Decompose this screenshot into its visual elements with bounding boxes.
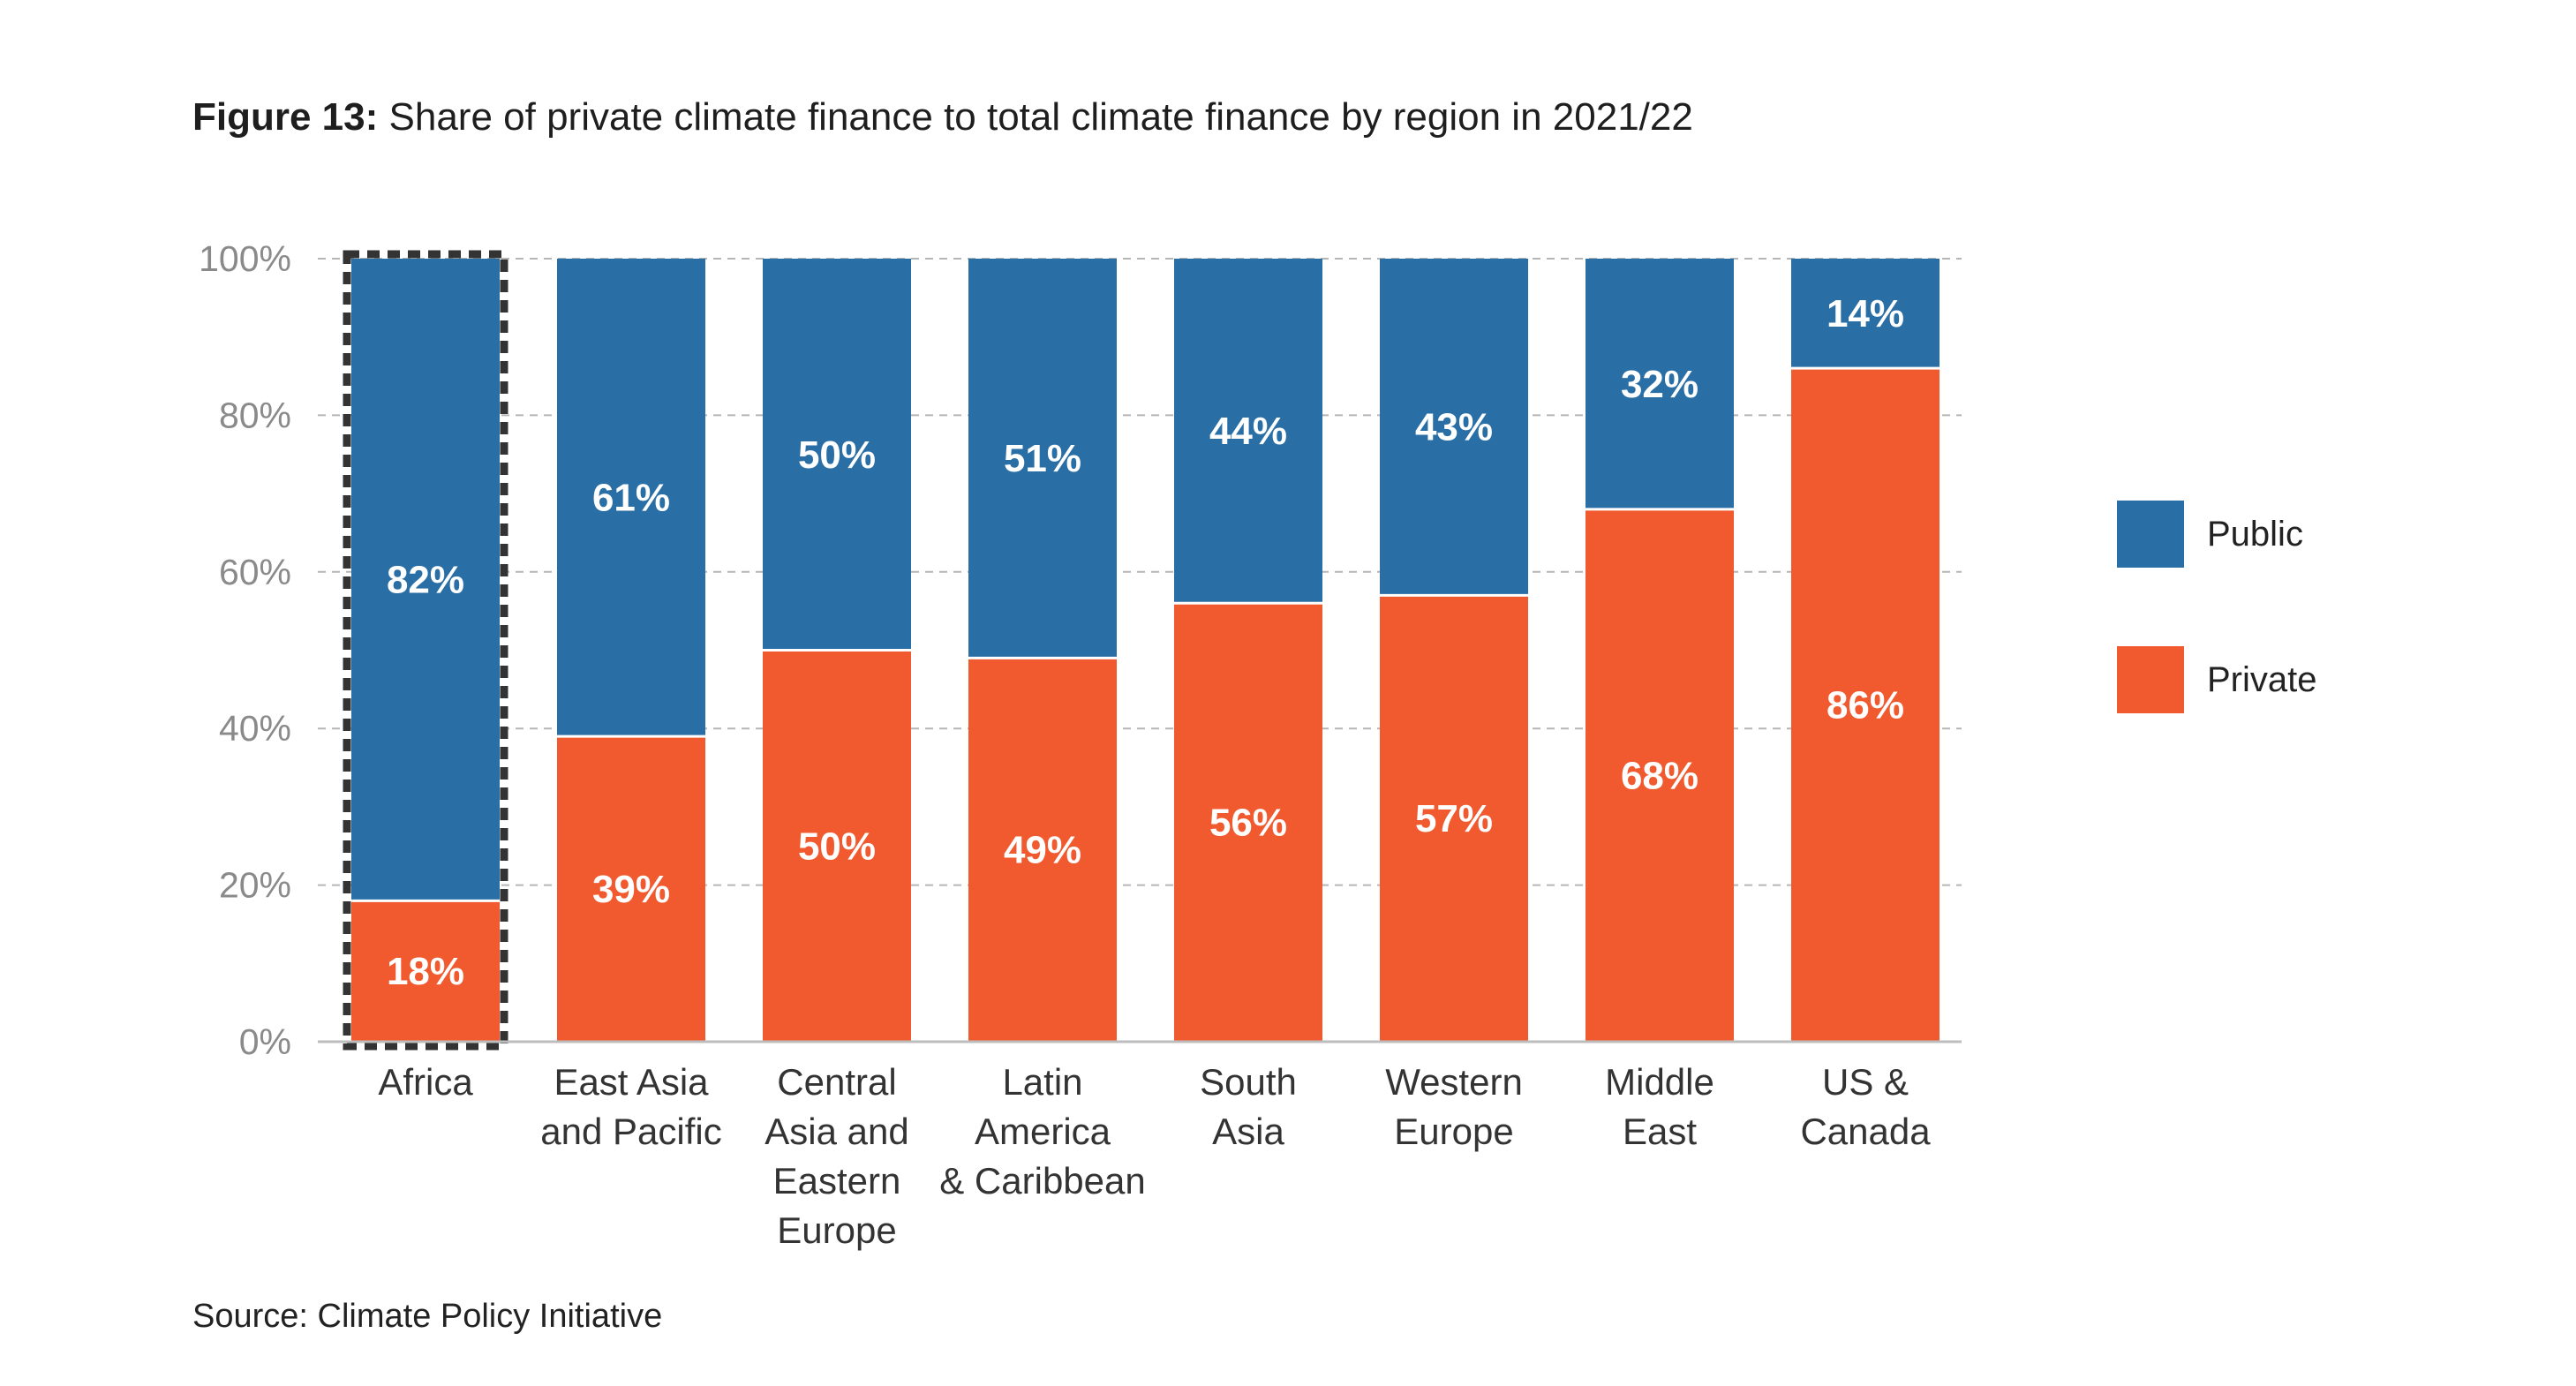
y-tick-label: 60% (219, 552, 291, 592)
category-label: Middle (1605, 1061, 1714, 1103)
category-label: Central (777, 1061, 896, 1103)
bar-public (1380, 259, 1528, 596)
y-tick-label: 0% (239, 1021, 291, 1062)
data-label-public: 44% (1209, 410, 1287, 453)
category-label: Asia and (765, 1111, 908, 1152)
category-label: Latin (1002, 1061, 1082, 1103)
figure-number: Figure 13: (192, 95, 379, 139)
bar-private (1380, 595, 1528, 1042)
data-label-private: 57% (1415, 797, 1493, 840)
figure-caption: Share of private climate finance to tota… (388, 95, 1693, 139)
data-label-private: 68% (1621, 754, 1699, 797)
source-note: Source: Climate Policy Initiative (192, 1298, 663, 1335)
y-tick-label: 100% (199, 238, 291, 279)
data-label-private: 18% (387, 950, 464, 993)
category-label: East Asia (554, 1061, 709, 1103)
bar-public (763, 259, 911, 651)
bar-public (1586, 259, 1734, 509)
bar-private (557, 736, 705, 1042)
chart-title: Figure 13: Share of private climate fina… (192, 95, 1693, 139)
legend-swatch-private (2117, 646, 2184, 713)
legend-swatch-public (2117, 501, 2184, 568)
category-label: Western (1385, 1061, 1523, 1103)
data-label-public: 50% (798, 433, 876, 477)
data-label-private: 56% (1209, 802, 1287, 845)
bar-private (351, 900, 500, 1042)
bar-public (1174, 259, 1322, 604)
bar-public (557, 259, 705, 737)
category-label: East (1623, 1111, 1697, 1152)
bar-public (968, 259, 1117, 659)
category-label: Africa (378, 1061, 473, 1103)
data-label-public: 82% (387, 559, 464, 602)
category-label: Europe (1394, 1111, 1513, 1152)
legend-label-private: Private (2207, 660, 2317, 699)
data-label-private: 49% (1004, 829, 1081, 872)
category-label: South (1200, 1061, 1297, 1103)
highlight-box (343, 250, 508, 1051)
category-label: Europe (777, 1209, 896, 1251)
data-label-private: 39% (592, 868, 670, 911)
category-label: America (975, 1111, 1111, 1152)
category-label: US & (1822, 1061, 1909, 1103)
category-label: and Pacific (540, 1111, 721, 1152)
legend-label-public: Public (2207, 515, 2303, 554)
y-tick-label: 80% (219, 395, 291, 435)
data-label-private: 50% (798, 825, 876, 868)
data-label-public: 14% (1827, 292, 1904, 335)
data-label-public: 61% (592, 477, 670, 520)
bar-private (1791, 368, 1940, 1042)
bar-private (968, 658, 1117, 1042)
data-label-public: 51% (1004, 437, 1081, 480)
stacked-bar-chart: 0% 20% 40% 60% 80% 100% 18% 82% Africa 39% 61% East… (199, 238, 2317, 1251)
y-tick-label: 20% (219, 865, 291, 906)
y-tick-label: 40% (219, 708, 291, 749)
category-label: Canada (1800, 1111, 1931, 1152)
bar-private (1586, 508, 1734, 1042)
bar-private (1174, 603, 1322, 1042)
category-label: & Caribbean (939, 1160, 1145, 1201)
category-label: Eastern (773, 1160, 901, 1201)
data-label-public: 43% (1415, 406, 1493, 449)
data-label-public: 32% (1621, 363, 1699, 406)
data-label-private: 86% (1827, 684, 1904, 727)
bar-public (1791, 259, 1940, 369)
bar-private (763, 650, 911, 1042)
bar-public (351, 259, 500, 901)
category-label: Asia (1212, 1111, 1284, 1152)
